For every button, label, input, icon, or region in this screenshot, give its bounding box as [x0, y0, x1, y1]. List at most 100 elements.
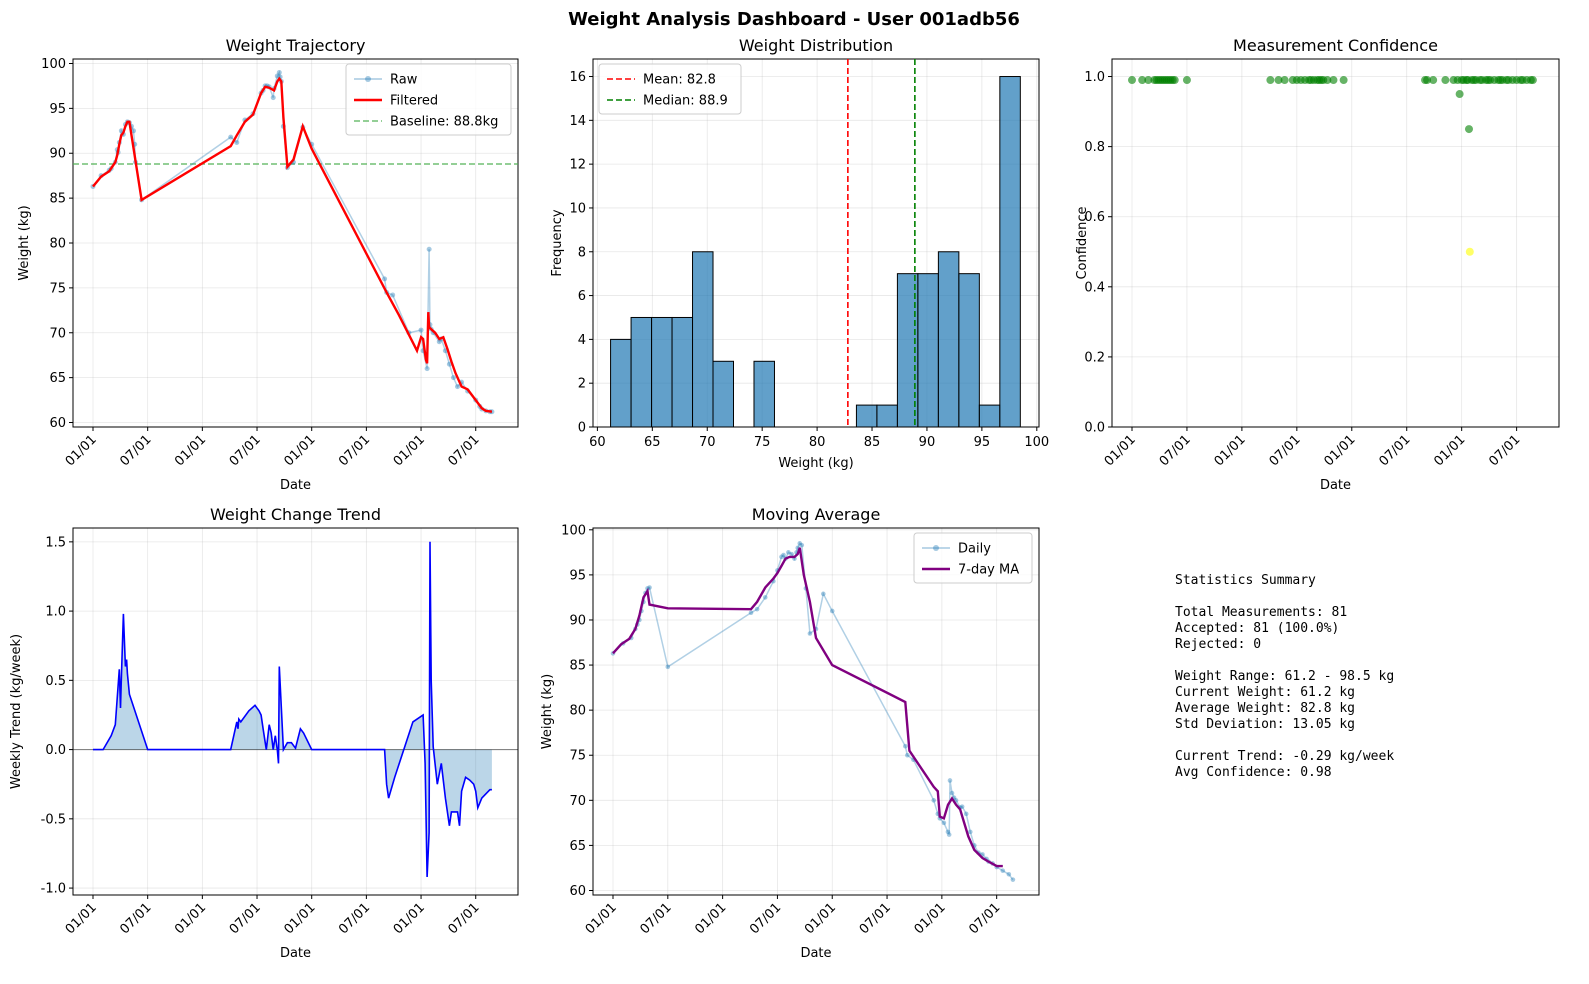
x-tick-label: 07/01 — [1486, 432, 1523, 469]
weight-distribution-panel: 0 2 4 6 8 10 12 14 16 60 65 70 75 80 85 90 95 100 Weight D… — [550, 36, 1049, 471]
histogram-bar — [630, 316, 653, 428]
legend-frame — [345, 63, 512, 136]
axes-frame — [592, 527, 1040, 896]
daily-point — [797, 541, 803, 546]
confidence-point — [1339, 76, 1348, 85]
stats-line: Weight Range: 61.2 - 98.5 kg — [1175, 669, 1394, 684]
raw-point — [382, 276, 388, 282]
y-tick-label: 12 — [569, 158, 586, 173]
daily-point — [786, 550, 791, 555]
y-tick-label: 95 — [569, 568, 586, 583]
legend-label: Baseline: 88.8kg — [390, 115, 498, 130]
x-tick-label: 95 — [974, 435, 991, 450]
x-tick-label: 70 — [699, 435, 716, 450]
y-tick-label: 65 — [569, 839, 586, 854]
confidence-point — [1423, 76, 1432, 85]
x-tick-label: 01/01 — [391, 432, 428, 469]
trend-line — [93, 541, 492, 878]
histogram-bar — [999, 76, 1021, 428]
y-tick-label: 85 — [49, 192, 66, 207]
x-tick-label: 01/01 — [391, 900, 428, 937]
axes-title: Weight Change Trend — [210, 505, 381, 524]
x-axis-label: Date — [280, 478, 311, 493]
y-tick-label: 8 — [578, 245, 586, 260]
histogram-bar — [712, 360, 735, 428]
y-tick-label: 85 — [569, 659, 586, 674]
y-tick-label: 1.5 — [45, 535, 66, 550]
daily-point — [799, 542, 805, 548]
legend-label: Filtered — [390, 94, 438, 109]
y-tick-label: 60 — [49, 416, 66, 431]
x-tick-label: 80 — [809, 435, 826, 450]
histogram-bar — [876, 404, 898, 428]
raw-point — [228, 134, 234, 140]
confidence-point — [1323, 76, 1332, 85]
daily-point — [762, 595, 768, 600]
x-tick-label: 75 — [754, 435, 771, 450]
raw-point — [270, 95, 276, 101]
confidence-point — [1266, 76, 1275, 85]
y-tick-label: 1.0 — [45, 605, 66, 620]
stats-line: Total Measurements: 81 — [1175, 605, 1347, 620]
daily-point — [779, 554, 784, 560]
legend-label: Raw — [390, 73, 418, 88]
x-tick-label: 01/01 — [172, 432, 209, 469]
stats-line: Current Trend: -0.29 kg/week — [1175, 749, 1394, 764]
x-tick-label: 07/01 — [1267, 432, 1304, 469]
x-tick-label: 07/01 — [747, 900, 784, 937]
moving-average-line — [612, 547, 1003, 868]
x-tick-label: 85 — [864, 435, 881, 450]
stats-line: Rejected: 0 — [1175, 637, 1261, 652]
histogram-bar — [855, 404, 878, 428]
y-tick-label: 75 — [569, 749, 586, 764]
x-tick-label: 01/01 — [63, 432, 100, 469]
y-tick-label: 80 — [49, 237, 66, 252]
histogram-bar — [958, 273, 980, 428]
confidence-point — [1329, 76, 1338, 85]
daily-point — [946, 832, 952, 837]
daily-point — [931, 798, 937, 803]
histogram-bar — [671, 316, 694, 428]
daily-point — [941, 820, 947, 826]
legend-marker — [365, 76, 371, 82]
confidence-point — [1528, 76, 1537, 85]
daily-point — [754, 606, 760, 612]
y-tick-label: 16 — [569, 70, 586, 85]
y-tick-label: 2 — [578, 377, 586, 392]
y-tick-label: 0.0 — [1084, 421, 1105, 436]
y-tick-label: -1.0 — [41, 882, 66, 897]
y-tick-label: 70 — [569, 794, 586, 809]
measurement-confidence-panel: 0.0 0.2 0.4 0.6 0.8 1.0 01/01 07/01 01/01 07/01 01… — [1075, 36, 1560, 493]
raw-point — [418, 327, 424, 333]
raw-point — [426, 246, 432, 252]
x-tick-label: 100 — [1024, 435, 1049, 450]
daily-point — [905, 752, 910, 758]
axes-frame — [72, 58, 519, 428]
x-tick-label: 07/01 — [336, 900, 373, 937]
axes-frame — [592, 58, 1040, 428]
y-tick-label: 90 — [569, 613, 586, 628]
y-axis-label: Weekly Trend (kg/week) — [9, 634, 24, 789]
raw-point — [131, 128, 136, 134]
statistics-summary: Statistics Summary Total Measurements: 8… — [1175, 573, 1394, 780]
daily-point — [821, 591, 826, 597]
daily-point — [1010, 877, 1016, 882]
x-axis-label: Weight (kg) — [778, 456, 853, 471]
daily-point — [647, 585, 652, 590]
stats-line: Current Weight: 61.2 kg — [1175, 685, 1355, 700]
y-tick-label: 0.5 — [45, 674, 66, 689]
x-tick-label: 07/01 — [445, 900, 482, 937]
daily-series-line — [612, 542, 1014, 881]
x-tick-label: 07/01 — [227, 432, 264, 469]
x-tick-label: 60 — [589, 435, 606, 450]
daily-point — [963, 811, 969, 817]
confidence-point — [1464, 125, 1473, 134]
confidence-point — [1170, 76, 1179, 85]
y-tick-label: 10 — [569, 201, 586, 216]
legend-label: Mean: 82.8 — [643, 73, 716, 88]
legend-label: Median: 88.9 — [643, 94, 728, 109]
confidence-point — [1274, 76, 1283, 85]
daily-point — [1006, 871, 1012, 877]
y-tick-label: 100 — [41, 57, 66, 72]
